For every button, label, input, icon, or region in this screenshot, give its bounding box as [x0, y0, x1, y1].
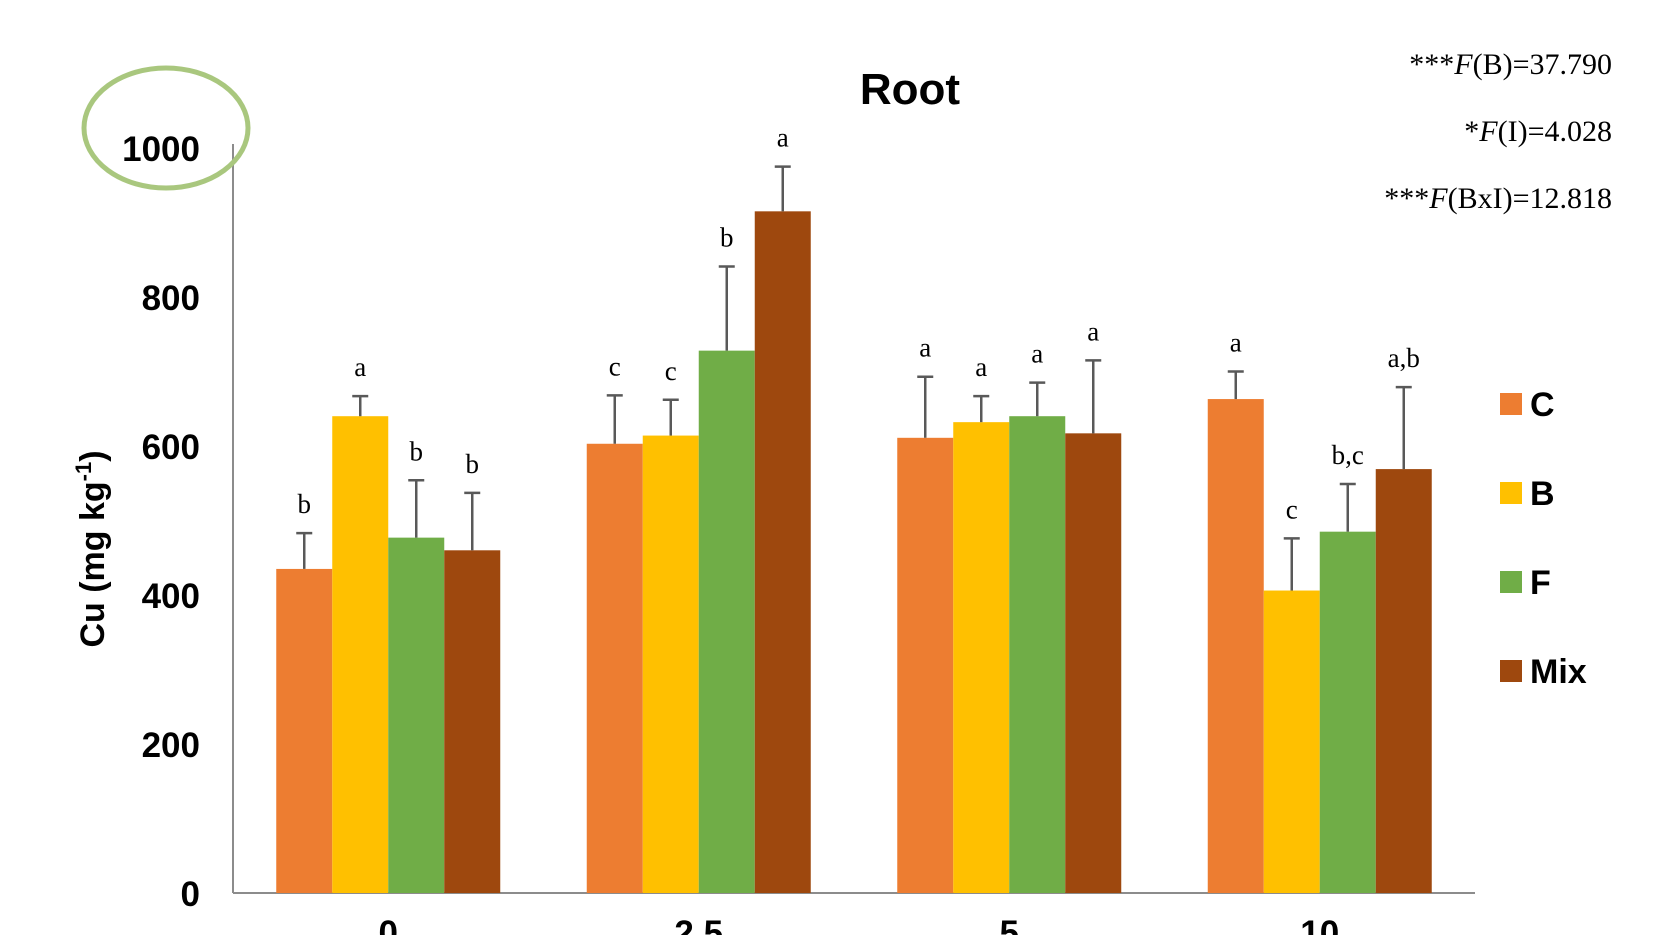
- bar: [388, 537, 445, 893]
- bar: [332, 416, 389, 893]
- legend-label: C: [1530, 386, 1555, 424]
- series-c: b c a a: [276, 328, 1264, 893]
- bar: [754, 211, 811, 893]
- x-axis: 0 2.5 5 10: [233, 892, 1475, 935]
- significance-label: b,c: [1332, 440, 1364, 470]
- y-axis-title: Cu (mg kg-1): [71, 450, 112, 647]
- legend-label: Mix: [1530, 653, 1587, 691]
- x-tick-label: 10: [1300, 914, 1339, 935]
- chart-title: Root: [860, 65, 961, 114]
- bar: [1009, 416, 1066, 893]
- legend-swatch: [1500, 482, 1522, 504]
- bar: [1263, 590, 1320, 893]
- y-tick-label: 400: [142, 577, 200, 616]
- y-tick-label: 1000: [122, 130, 200, 169]
- significance-label: c: [1286, 494, 1298, 524]
- legend: C B F Mix: [1500, 386, 1587, 691]
- bar: [953, 422, 1010, 893]
- y-axis: 0 200 400 600 800 1000 Cu (mg kg-1): [71, 130, 234, 914]
- significance-label: a: [1087, 316, 1099, 346]
- bar: [444, 550, 501, 893]
- legend-swatch: [1500, 393, 1522, 415]
- y-tick-label: 600: [142, 428, 200, 467]
- bar: [698, 350, 755, 893]
- stat-annotation: ***F(BxI)=12.818: [1384, 182, 1612, 215]
- highlight-circle: [81, 65, 251, 191]
- series-b: a c a c: [332, 352, 1320, 893]
- bar: [897, 437, 954, 893]
- series-mix: b a a a,b: [444, 123, 1432, 893]
- bar: [642, 435, 699, 893]
- significance-label: a: [354, 352, 366, 382]
- bar: [1319, 531, 1376, 893]
- significance-label: a,b: [1388, 343, 1420, 373]
- legend-label: B: [1530, 475, 1555, 513]
- x-tick-label: 0: [379, 914, 398, 935]
- significance-label: b: [720, 222, 734, 252]
- y-tick-label: 800: [142, 279, 200, 318]
- stat-annotation: *F(I)=4.028: [1464, 115, 1612, 148]
- bar-series-group: b c a a a c a c b b a b,c b a a a,b: [276, 123, 1432, 893]
- stat-annotation: ***F(B)=37.790: [1409, 48, 1612, 81]
- bar: [586, 443, 643, 893]
- legend-swatch: [1500, 571, 1522, 593]
- legend-swatch: [1500, 660, 1522, 682]
- significance-label: a: [975, 352, 987, 382]
- statistics-annotations: ***F(B)=37.790 *F(I)=4.028 ***F(BxI)=12.81…: [1384, 48, 1612, 215]
- bar: [1207, 399, 1264, 893]
- x-tick-label: 2.5: [674, 914, 723, 935]
- significance-label: c: [665, 356, 677, 386]
- significance-label: b: [466, 449, 480, 479]
- bar: [276, 568, 333, 893]
- legend-label: F: [1530, 564, 1551, 602]
- significance-label: a: [1230, 328, 1242, 358]
- significance-label: b: [410, 436, 424, 466]
- series-f: b b a b,c: [388, 222, 1376, 893]
- significance-label: a: [919, 333, 931, 363]
- bar: [1375, 469, 1432, 893]
- y-tick-label: 0: [181, 875, 200, 914]
- significance-label: a: [1031, 339, 1043, 369]
- significance-label: b: [298, 489, 312, 519]
- significance-label: c: [609, 351, 621, 381]
- x-tick-label: 5: [1000, 914, 1019, 935]
- significance-label: a: [777, 123, 789, 153]
- y-tick-label: 200: [142, 726, 200, 765]
- bar: [1065, 433, 1122, 893]
